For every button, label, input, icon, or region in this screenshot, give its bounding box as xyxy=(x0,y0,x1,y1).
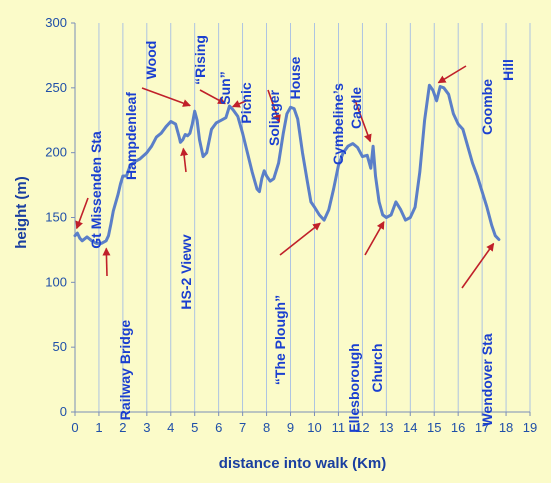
x-tick-label: 12 xyxy=(355,420,369,435)
x-tick-label: 13 xyxy=(379,420,393,435)
annotation-label: Wood xyxy=(143,41,159,80)
annotation-label: Gt Missenden Sta xyxy=(88,131,104,249)
annotation-label: Picnic xyxy=(238,82,254,123)
annotation-label: Wendover Sta xyxy=(479,333,495,426)
annotation-label: Railway Bridge xyxy=(117,320,133,421)
y-tick-label: 150 xyxy=(45,210,67,225)
x-tick-label: 2 xyxy=(119,420,126,435)
annotation-label: Castle xyxy=(348,87,364,129)
x-tick-label: 10 xyxy=(307,420,321,435)
x-tick-label: 8 xyxy=(263,420,270,435)
annotation-label: Sun” xyxy=(217,71,233,104)
x-tick-label: 18 xyxy=(499,420,513,435)
annotation-label: Hampdenleaf xyxy=(123,92,139,180)
x-tick-label: 11 xyxy=(332,420,346,435)
x-tick-label: 14 xyxy=(403,420,417,435)
annotation-arrow xyxy=(267,89,281,123)
annotation-arrow xyxy=(461,242,495,289)
x-tick-label: 4 xyxy=(167,420,174,435)
elevation-line xyxy=(73,83,501,245)
annotation-label: HS-2 Viewv xyxy=(178,234,194,309)
annotation-label: Cymbeline’s xyxy=(330,83,346,165)
x-tick-label: 17 xyxy=(475,420,489,435)
x-tick-label: 0 xyxy=(71,420,78,435)
annotation-arrows xyxy=(75,65,495,289)
annotation-arrow xyxy=(141,87,191,107)
annotation-label: Church xyxy=(369,344,385,393)
x-tick-label: 1 xyxy=(95,420,102,435)
x-axis-title: distance into walk (Km) xyxy=(219,455,387,472)
x-tick-label: 19 xyxy=(523,420,537,435)
x-tick-label: 6 xyxy=(215,420,222,435)
annotation-label: Hill xyxy=(500,59,516,81)
annotation-arrow xyxy=(231,99,249,108)
x-tick-label: 16 xyxy=(451,420,465,435)
x-tick-label: 5 xyxy=(191,420,198,435)
x-tick-label: 15 xyxy=(427,420,441,435)
annotation-arrow xyxy=(437,65,467,84)
annotation-label: Solinger xyxy=(266,89,282,146)
y-tick-label: 300 xyxy=(45,15,67,30)
annotation-label: “Rising xyxy=(192,35,208,85)
y-axis-title: height (m) xyxy=(13,176,30,249)
tick-labels: 0 1 2 3 4 5 6 7 8 9 10 11 12 13 14 15 16 17 18 190501001502… xyxy=(45,15,537,435)
annotation-arrow xyxy=(75,197,89,230)
annotation-label: Ellesborough xyxy=(346,343,362,432)
elevation-series xyxy=(73,83,501,245)
x-tick-label: 7 xyxy=(239,420,246,435)
axes xyxy=(71,22,531,416)
annotation-arrow xyxy=(180,147,189,173)
annotation-labels: Gt Missenden Sta Railway Bridge Hampdenlea… xyxy=(88,35,516,433)
x-tick-label: 3 xyxy=(143,420,150,435)
annotation-arrow xyxy=(199,89,226,105)
annotation-arrow xyxy=(279,222,321,256)
y-tick-label: 100 xyxy=(45,274,67,289)
annotation-arrow xyxy=(354,99,372,143)
annotation-arrow xyxy=(102,247,111,277)
y-tick-label: 250 xyxy=(45,80,67,95)
annotation-label: House xyxy=(287,56,303,99)
y-tick-label: 0 xyxy=(60,404,67,419)
y-tick-label: 200 xyxy=(45,145,67,160)
annotation-label: Coombe xyxy=(479,79,495,135)
x-tick-label: 9 xyxy=(287,420,294,435)
annotation-arrow xyxy=(364,220,385,256)
y-tick-label: 50 xyxy=(53,339,67,354)
annotation-label: “The Plough” xyxy=(272,295,288,385)
